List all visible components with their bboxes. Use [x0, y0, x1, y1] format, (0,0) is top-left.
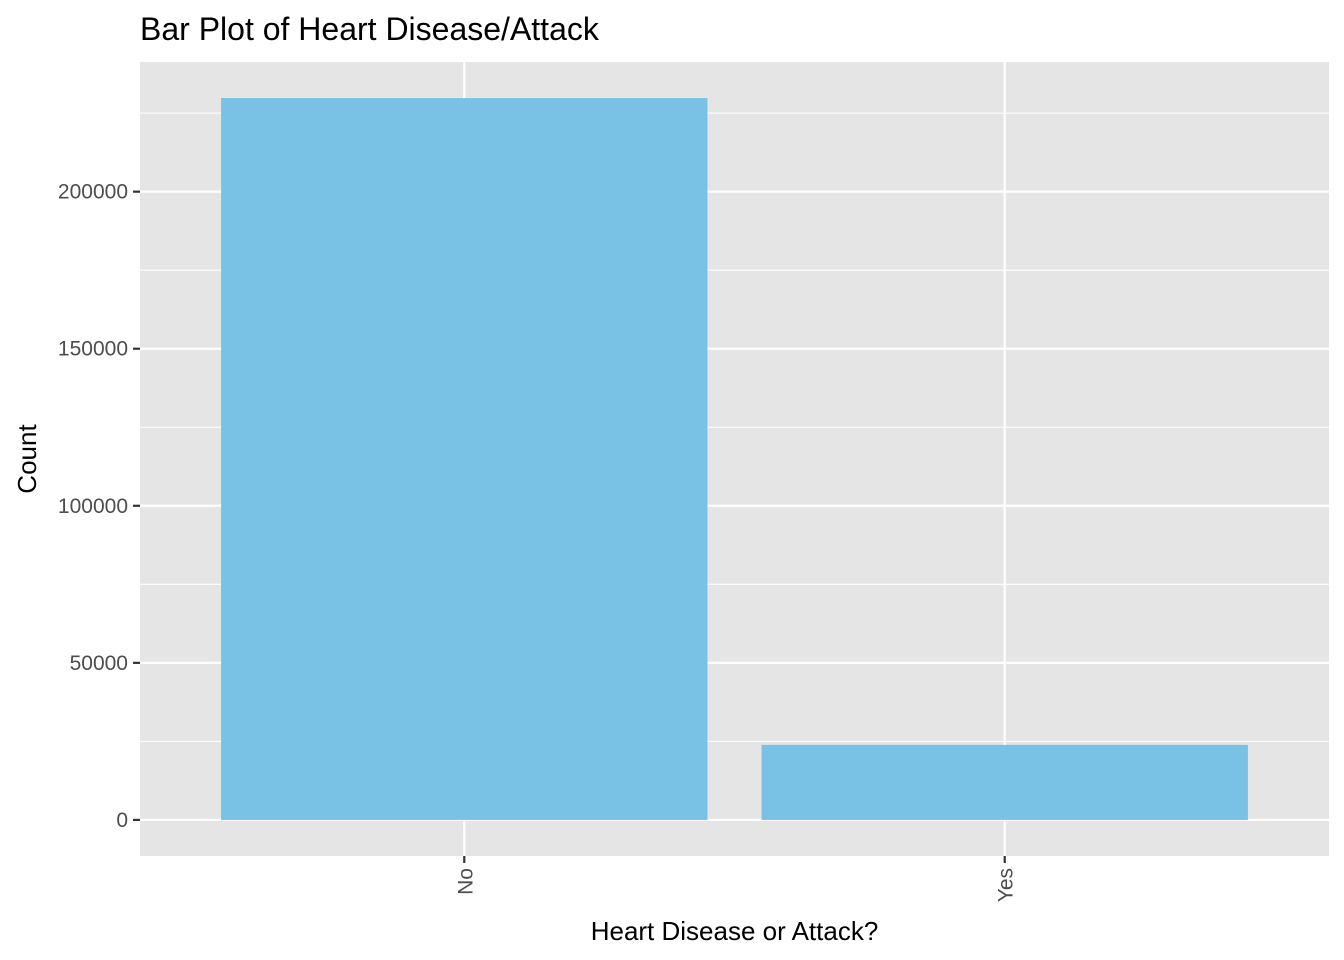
bar-no [221, 98, 708, 820]
y-axis-ticks: 0 50000 100000 150000 200000 [58, 181, 140, 832]
y-tick-label: 50000 [70, 652, 128, 675]
y-tick-label: 150000 [58, 338, 128, 361]
bar-yes [761, 744, 1248, 820]
x-tick-label: No [454, 868, 477, 895]
x-tick-label: Yes [995, 868, 1018, 902]
x-axis-title: Heart Disease or Attack? [591, 916, 879, 946]
chart-title: Bar Plot of Heart Disease/Attack [140, 11, 600, 47]
x-axis-ticks: No Yes [454, 856, 1018, 902]
y-axis-title: Count [12, 424, 42, 494]
y-tick-label: 200000 [58, 181, 128, 204]
y-tick-label: 0 [116, 809, 128, 832]
bars-group [221, 98, 1248, 820]
y-tick-label: 100000 [58, 495, 128, 518]
